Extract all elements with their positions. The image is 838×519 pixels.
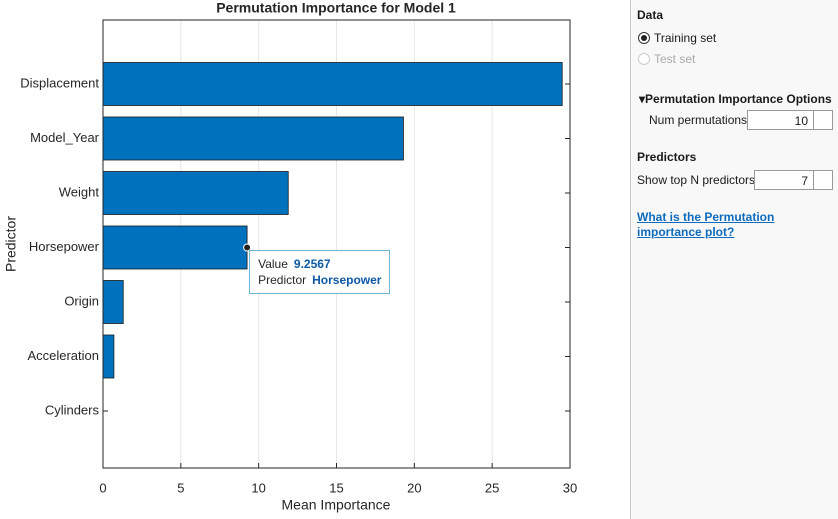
y-tick-label: Origin <box>64 293 99 308</box>
tooltip-value: Horsepower <box>312 272 382 287</box>
y-axis-label: Predictor <box>3 216 19 272</box>
section-heading[interactable]: ▾Permutation Importance Options <box>639 92 832 106</box>
x-tick-label: 15 <box>329 480 343 495</box>
section-heading: Predictors <box>637 150 697 164</box>
bar <box>102 62 563 106</box>
x-axis-label: Mean Importance <box>282 497 391 513</box>
y-tick-label: Displacement <box>20 75 99 90</box>
y-tick-label: Model_Year <box>30 130 100 145</box>
x-tick-label: 25 <box>485 480 499 495</box>
datatip-marker <box>243 243 252 252</box>
x-tick-label: 0 <box>99 480 106 495</box>
x-tick-label: 20 <box>407 480 421 495</box>
help-link[interactable]: What is the Permutation importance plot? <box>637 210 775 239</box>
spinner[interactable]: 7 <box>754 170 833 190</box>
tooltip-label: Predictor <box>258 272 307 287</box>
y-tick-label: Acceleration <box>27 348 99 363</box>
field-label: Show top N predictors <box>637 173 756 187</box>
bar <box>102 280 124 324</box>
y-tick-label: Horsepower <box>29 239 100 254</box>
radio[interactable] <box>638 32 650 44</box>
x-tick-label: 5 <box>177 480 184 495</box>
tooltip-label: Value <box>258 256 288 271</box>
x-tick-label: 30 <box>563 480 577 495</box>
bar <box>102 171 289 215</box>
spinner-value: 10 <box>794 114 808 128</box>
radio-label[interactable]: Training set <box>654 31 717 45</box>
spinner[interactable]: 10 <box>747 110 833 130</box>
side-panel: Data Training set Test set ▾Permutation … <box>630 0 838 519</box>
spinner-value: 7 <box>801 174 808 188</box>
axes-box <box>102 19 571 469</box>
y-tick-label: Cylinders <box>45 402 100 417</box>
y-tick-label: Weight <box>59 184 100 199</box>
section-heading: Data <box>637 8 664 22</box>
bar <box>102 334 115 379</box>
field-label: Num permutations <box>649 113 748 127</box>
data-tooltip: Value 9.2567 Predictor Horsepower <box>249 249 391 294</box>
radio <box>638 53 650 65</box>
chart: Permutation Importance for Model 1 Mean … <box>3 0 578 513</box>
tooltip-value: 9.2567 <box>293 256 331 271</box>
radio-label: Test set <box>654 52 696 66</box>
x-tick-label: 10 <box>251 480 265 495</box>
chart-title: Permutation Importance for Model 1 <box>216 0 456 16</box>
bar <box>102 116 404 161</box>
bar <box>102 225 248 270</box>
section-heading-text: Permutation Importance Options <box>645 92 832 106</box>
